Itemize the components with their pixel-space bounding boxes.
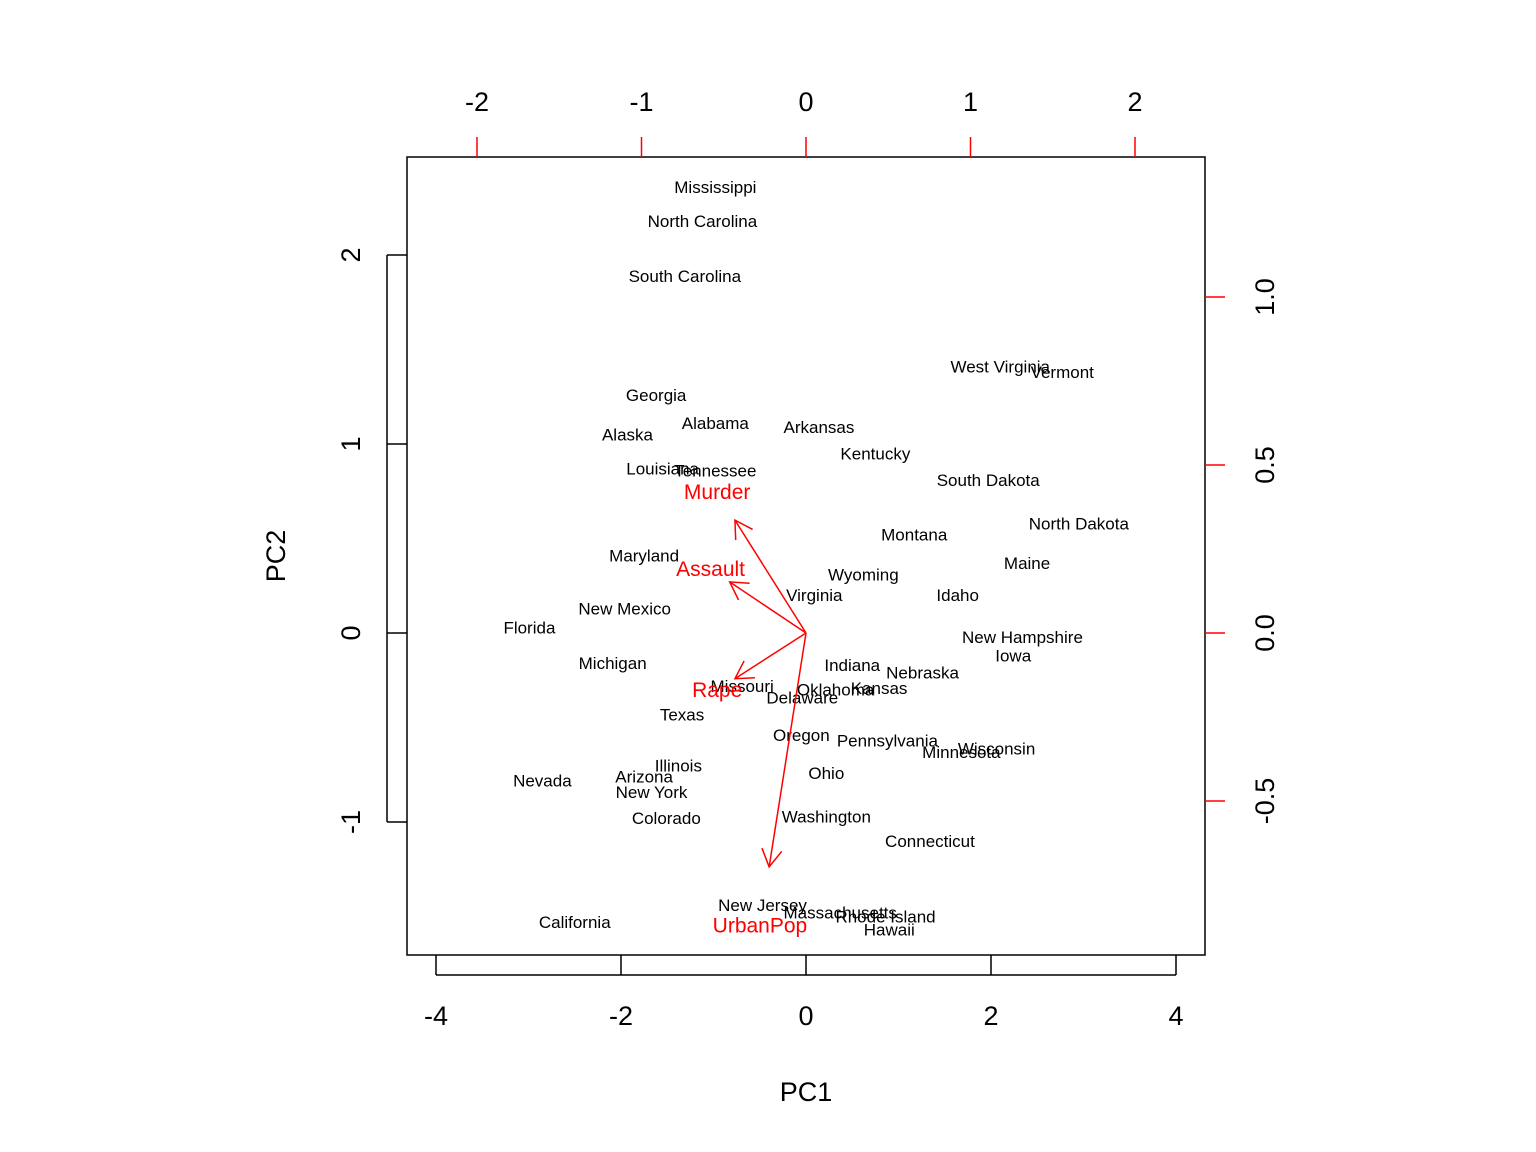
top-loading-axis: -2 -1 0 1 2 <box>465 87 1143 157</box>
bottom-tick-label: 2 <box>983 1001 998 1031</box>
state-label: Massachusetts <box>784 904 897 923</box>
state-label: Oklahoma <box>797 681 875 700</box>
state-label: Maine <box>1004 554 1050 573</box>
state-label: Minnesota <box>922 743 1001 762</box>
state-label: California <box>539 913 611 932</box>
bottom-x-axis: -4 -2 0 2 4 <box>424 955 1184 1031</box>
loading-label: Murder <box>684 481 751 504</box>
top-tick-label: -1 <box>629 87 653 117</box>
loading-label: UrbanPop <box>713 914 808 937</box>
state-label: Washington <box>782 807 871 826</box>
state-label: Montana <box>881 526 948 545</box>
plot-frame <box>406 156 1206 956</box>
state-label: Texas <box>660 705 704 724</box>
left-tick-label: 2 <box>336 247 366 262</box>
state-label: Hawaii <box>864 921 915 940</box>
state-label: Vermont <box>1031 363 1095 382</box>
state-label: Iowa <box>995 647 1031 666</box>
observation-labels: Mississippi North Carolina South Carolina W… <box>503 178 1129 940</box>
state-label: Nebraska <box>886 664 959 683</box>
state-label: Arizona <box>615 768 673 787</box>
right-loading-axis: -0.5 0.0 0.5 1.0 <box>1205 278 1280 824</box>
state-label: Mississippi <box>674 178 756 197</box>
state-label: Wisconsin <box>958 739 1035 758</box>
state-label: Pennsylvania <box>837 732 939 751</box>
loading-arrows: Murder Assault UrbanPop Rape <box>676 481 807 937</box>
state-label: Kansas <box>851 679 908 698</box>
state-label: South Dakota <box>937 471 1041 490</box>
loading-arrowhead <box>733 660 755 680</box>
bottom-tick-label: 0 <box>798 1001 813 1031</box>
right-tick-label: 1.0 <box>1250 278 1280 316</box>
state-label: Virginia <box>786 586 843 605</box>
state-label: North Dakota <box>1029 514 1130 533</box>
bottom-tick-label: -4 <box>424 1001 448 1031</box>
state-label: Missouri <box>711 677 774 696</box>
loading-label: Rape <box>692 679 742 702</box>
state-label: Idaho <box>936 586 979 605</box>
state-label: Louisiana <box>626 460 699 479</box>
x-axis-title: PC1 <box>780 1077 833 1107</box>
right-tick-label: 0.5 <box>1250 446 1280 484</box>
state-label: Wyoming <box>828 565 899 584</box>
bottom-tick-label: -2 <box>609 1001 633 1031</box>
state-label: Connecticut <box>885 832 975 851</box>
left-tick-label: 1 <box>336 436 366 451</box>
state-label: Alabama <box>682 414 750 433</box>
state-label: Nevada <box>513 771 572 790</box>
loading-arrow <box>734 632 807 680</box>
state-label: Kentucky <box>840 444 910 463</box>
y-axis-title: PC2 <box>261 530 291 583</box>
loading-label: Assault <box>676 558 745 581</box>
state-label: Florida <box>503 618 556 637</box>
state-label: New Mexico <box>578 599 671 618</box>
state-label: Ohio <box>808 764 844 783</box>
state-label: Illinois <box>655 756 702 775</box>
loading-arrow <box>729 581 807 634</box>
state-label: New York <box>616 783 688 802</box>
right-tick-label: 0.0 <box>1250 614 1280 652</box>
bottom-tick-label: 4 <box>1168 1001 1183 1031</box>
top-tick-label: 2 <box>1127 87 1142 117</box>
top-tick-label: 1 <box>963 87 978 117</box>
loading-arrow <box>768 632 807 867</box>
state-label: Tennessee <box>674 461 756 480</box>
state-label: Indiana <box>824 656 880 675</box>
state-label: Alaska <box>602 426 654 445</box>
state-label: Delaware <box>766 688 838 707</box>
state-label: North Carolina <box>648 212 758 231</box>
state-label: Georgia <box>626 386 687 405</box>
left-y-axis: -1 0 1 2 <box>336 247 407 834</box>
top-tick-label: 0 <box>798 87 813 117</box>
state-label: Arkansas <box>784 418 855 437</box>
top-tick-label: -2 <box>465 87 489 117</box>
loading-arrowhead <box>734 518 753 541</box>
right-tick-label: -0.5 <box>1250 778 1280 825</box>
state-label: Michigan <box>579 654 647 673</box>
loading-arrow <box>734 519 807 634</box>
loading-arrowhead <box>761 847 783 869</box>
state-label: Rhode Island <box>835 908 935 927</box>
state-label: New Hampshire <box>962 628 1083 647</box>
state-label: West Virginia <box>950 358 1050 377</box>
state-label: New Jersey <box>718 896 807 915</box>
left-tick-label: 0 <box>336 625 366 640</box>
state-label: South Carolina <box>629 267 742 286</box>
state-label: Colorado <box>632 809 701 828</box>
left-tick-label: -1 <box>336 810 366 834</box>
state-label: Oregon <box>773 726 830 745</box>
loading-arrowhead <box>728 581 750 601</box>
state-label: Maryland <box>609 547 679 566</box>
